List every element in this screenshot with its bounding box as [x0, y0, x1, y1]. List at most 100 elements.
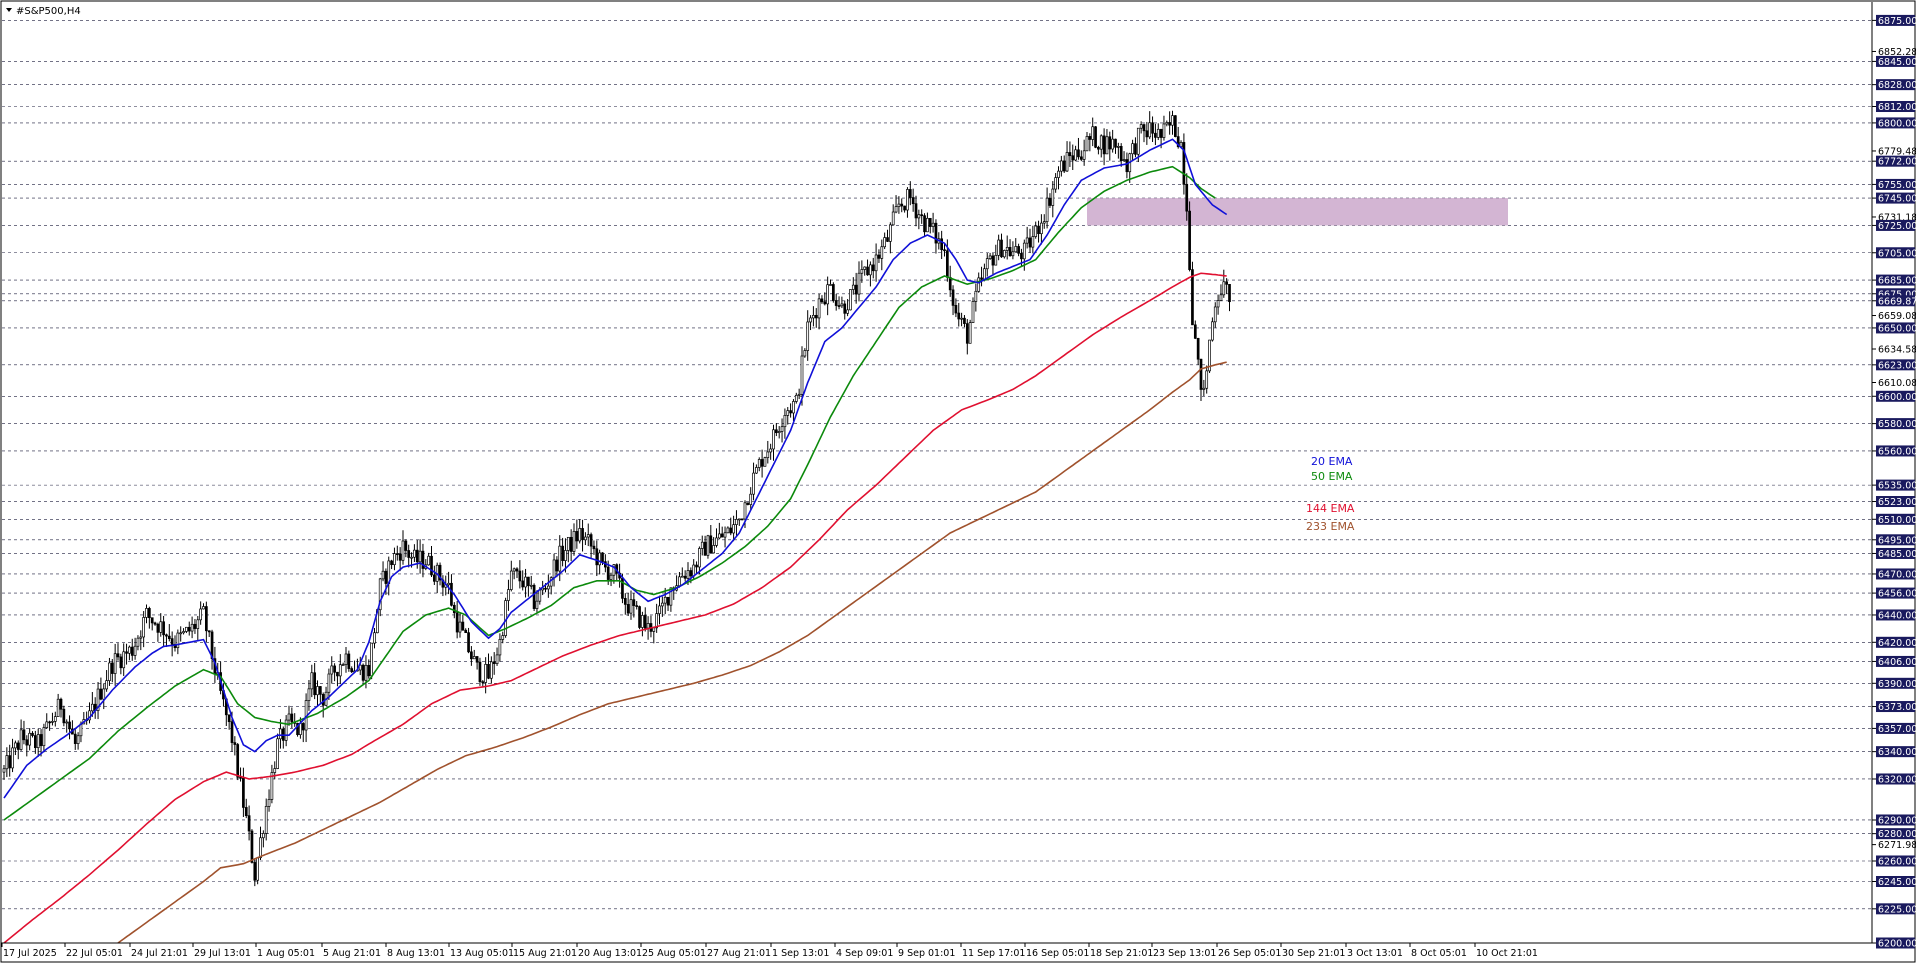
candle-body: [65, 721, 69, 724]
price-level-label: 6705.00: [1878, 248, 1916, 259]
price-level-label: 6510.00: [1878, 515, 1916, 526]
candle-body: [794, 394, 798, 402]
price-level-label: 6373.00: [1878, 702, 1916, 713]
price-level-tag: [1876, 855, 1915, 867]
price-level-tag: [1876, 295, 1915, 307]
candle-body: [1211, 321, 1214, 341]
candle-body: [646, 623, 650, 629]
candle-body: [903, 205, 906, 211]
candle-body: [561, 545, 564, 561]
price-level-tag: [1876, 101, 1915, 113]
candle-body: [276, 738, 279, 769]
candle-body: [792, 401, 795, 414]
candle-body: [834, 300, 838, 306]
price-level-label: 6245.00: [1878, 877, 1916, 888]
candle-body: [1068, 152, 1072, 157]
candle-body: [492, 661, 496, 664]
candle-body: [310, 672, 314, 690]
candle-body: [438, 564, 442, 581]
candle-body: [1148, 122, 1152, 138]
candle-body: [296, 722, 299, 736]
candle-body: [253, 862, 257, 881]
candle-body: [535, 600, 539, 609]
candle-body: [652, 627, 656, 632]
candle-body: [669, 587, 673, 606]
candle-body: [384, 570, 388, 584]
candle-body: [954, 305, 958, 314]
candle-body: [1028, 237, 1032, 248]
price-level-tag: [1876, 636, 1915, 648]
candle-body: [1040, 222, 1043, 235]
candle-body: [498, 639, 502, 656]
candle-body: [769, 448, 773, 453]
candle-body: [472, 656, 476, 660]
price-level-label: 6485.00: [1878, 549, 1916, 560]
candle-body: [1088, 136, 1092, 140]
candle-body: [464, 629, 468, 634]
candle-body: [190, 623, 194, 632]
price-tick-label: 6852.28: [1878, 47, 1916, 58]
candle-body: [56, 698, 60, 717]
candle-body: [182, 631, 185, 634]
candle-body: [572, 531, 576, 552]
price-level-tag: [1876, 178, 1915, 190]
candle-body: [370, 642, 373, 677]
candle-body: [512, 568, 516, 572]
candle-body: [527, 576, 530, 587]
candle-body: [1102, 135, 1106, 155]
candle-body: [923, 215, 926, 233]
price-level-tag: [1876, 513, 1915, 525]
candle-body: [917, 214, 921, 219]
candle-body: [316, 686, 319, 696]
candle-body: [612, 564, 616, 576]
candle-body: [1037, 225, 1040, 235]
candle-body: [826, 284, 830, 305]
candle-body: [415, 549, 419, 563]
candle-body: [723, 532, 727, 538]
candle-body: [988, 255, 992, 259]
candle-body: [632, 599, 636, 606]
candle-body: [290, 713, 294, 723]
candle-body: [914, 203, 918, 219]
candle-body: [1173, 115, 1177, 137]
candle-body: [1094, 126, 1097, 148]
candle-body: [686, 570, 690, 579]
candle-body: [125, 651, 128, 654]
time-tick-label: 17 Jul 2025: [3, 948, 57, 959]
time-tick-label: 15 Aug 21:01: [513, 948, 577, 959]
price-level-label: 6340.00: [1878, 747, 1916, 758]
dropdown-arrow-icon[interactable]: [6, 8, 12, 12]
candle-body: [327, 673, 331, 693]
candle-body: [1125, 159, 1129, 173]
price-level-label: 6580.00: [1878, 419, 1916, 430]
candle-body: [860, 269, 864, 274]
candle-body: [749, 493, 753, 505]
candle-body: [783, 415, 787, 428]
candle-body: [1154, 132, 1157, 138]
candle-body: [1000, 239, 1003, 258]
price-level-label: 6406.00: [1878, 657, 1916, 668]
candle-body: [22, 729, 26, 741]
candle-body: [592, 545, 596, 550]
candle-body: [1205, 370, 1209, 389]
candle-body: [113, 653, 117, 674]
price-level-label: 6280.00: [1878, 829, 1916, 840]
price-level-label: 6875.00: [1878, 16, 1916, 27]
candle-body: [552, 559, 556, 579]
candle-body: [581, 528, 584, 541]
candle-body: [105, 680, 108, 690]
candle-body: [509, 570, 513, 590]
price-level-label: 6675.00: [1878, 289, 1916, 300]
symbol-header[interactable]: #S&P500,H4: [6, 6, 81, 17]
candle-body: [33, 735, 37, 749]
candle-body: [461, 621, 465, 631]
candle-body: [1191, 269, 1194, 326]
candle-body: [928, 217, 932, 227]
candle-body: [79, 723, 83, 737]
candle-body: [578, 528, 582, 542]
candle-body: [803, 350, 807, 357]
price-level-tag: [1876, 14, 1915, 26]
candle-body: [777, 431, 781, 434]
